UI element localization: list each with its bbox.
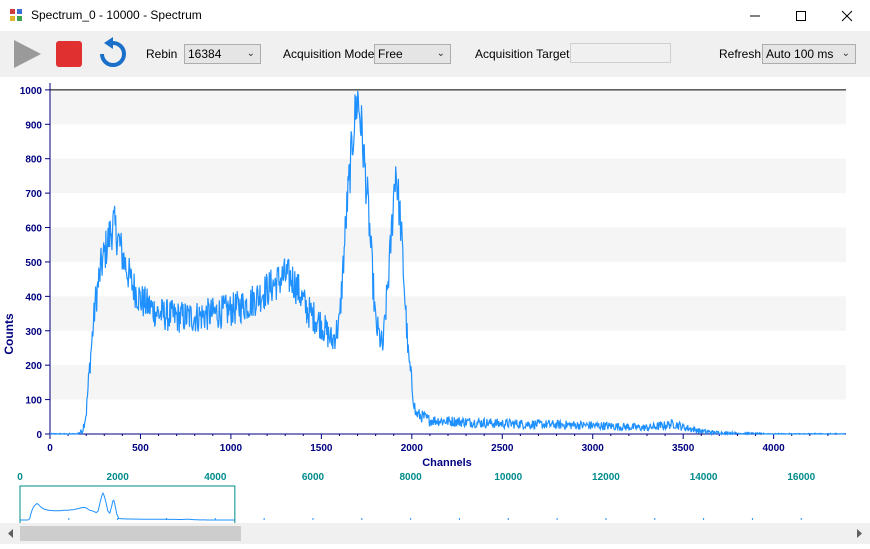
x-tick-label: 1500	[310, 443, 333, 454]
y-tick-label: 600	[25, 224, 42, 235]
overview-plot[interactable]: 0 2000 4000 6000 8000 10000 12000 14000 16000	[0, 468, 870, 537]
scroll-left-icon[interactable]	[8, 529, 13, 538]
grid-band	[50, 158, 846, 194]
spectrum-chart[interactable]: 0 100 200 300 400 500 600 700 800 900 1000 0 500 100…	[0, 77, 870, 469]
maximize-button[interactable]	[778, 0, 824, 31]
grid-band	[50, 365, 846, 400]
rebin-select[interactable]: 16384 ⌄	[184, 44, 261, 64]
chevron-down-icon: ⌄	[246, 48, 255, 59]
reset-icon[interactable]	[97, 37, 129, 71]
overview-viewport[interactable]	[19, 485, 236, 537]
rebin-value: 16384	[188, 47, 222, 61]
x-tick-label: 4000	[763, 443, 786, 454]
scroll-right-icon[interactable]	[857, 529, 862, 538]
overview-tick-label: 8000	[400, 472, 423, 483]
acquisition-mode-label: Acquisition Mode	[283, 47, 375, 61]
acquisition-target-label: Acquisition Target	[475, 47, 570, 61]
y-tick-label: 0	[36, 430, 42, 441]
y-tick-label: 400	[25, 292, 42, 303]
x-axis-label: Channels	[422, 457, 472, 468]
close-button[interactable]	[824, 0, 870, 31]
overview-tick-label: 0	[17, 472, 23, 483]
play-icon[interactable]	[11, 38, 43, 70]
app-icon	[10, 9, 22, 21]
overview-tick-label: 6000	[302, 472, 325, 483]
x-tick-label: 3000	[582, 443, 605, 454]
overview-tick-label: 2000	[107, 472, 130, 483]
chevron-down-icon: ⌄	[436, 48, 445, 59]
x-tick-label: 2500	[491, 443, 514, 454]
refresh-value: Auto 100 ms	[766, 47, 834, 61]
grid-band	[50, 89, 846, 125]
maximize-icon	[796, 10, 806, 21]
overview-strip[interactable]: 0 2000 4000 6000 8000 10000 12000 14000 16000	[0, 468, 870, 537]
y-tick-label: 500	[25, 258, 42, 269]
minimize-icon	[750, 15, 760, 16]
scroll-thumb[interactable]	[20, 526, 241, 541]
grid-band	[50, 227, 846, 262]
x-tick-label: 0	[47, 443, 53, 454]
toolbar: Rebin 16384 ⌄ Acquisition Mode Free ⌄ Ac…	[0, 31, 870, 77]
acquisition-mode-select[interactable]: Free ⌄	[374, 44, 451, 64]
spectrum-trace	[49, 90, 846, 437]
y-tick-label: 700	[25, 189, 42, 200]
overview-tick-label: 10000	[494, 472, 522, 483]
overview-tick-label: 16000	[787, 472, 815, 483]
y-tick-label: 300	[25, 327, 42, 338]
acquisition-mode-value: Free	[378, 47, 403, 61]
refresh-select[interactable]: Auto 100 ms ⌄	[762, 44, 856, 64]
refresh-label: Refresh	[719, 47, 762, 61]
chevron-down-icon: ⌄	[841, 48, 850, 59]
close-icon	[841, 10, 853, 21]
window-title: Spectrum_0 - 10000 - Spectrum	[31, 8, 202, 22]
minimize-button[interactable]	[732, 0, 778, 31]
spectrum-plot[interactable]: 0 100 200 300 400 500 600 700 800 900 1000 0 500 100…	[0, 77, 870, 469]
rebin-label: Rebin	[146, 47, 178, 61]
overview-tick-label: 4000	[204, 472, 227, 483]
y-axis-label: Counts	[2, 313, 16, 355]
overview-tick-label: 14000	[690, 472, 718, 483]
y-tick-label: 100	[25, 396, 42, 407]
x-tick-label: 500	[132, 443, 149, 454]
title-bar: Spectrum_0 - 10000 - Spectrum	[0, 0, 870, 31]
x-tick-label: 3500	[672, 443, 695, 454]
y-tick-label: 1000	[20, 86, 43, 97]
acquisition-target-input[interactable]	[570, 43, 671, 63]
x-tick-label: 1000	[220, 443, 243, 454]
y-tick-label: 900	[25, 120, 42, 131]
overview-tick-label: 12000	[592, 472, 620, 483]
y-tick-label: 800	[25, 155, 42, 166]
stop-icon[interactable]	[55, 40, 83, 68]
horizontal-scrollbar[interactable]	[0, 523, 870, 544]
x-tick-label: 2000	[401, 443, 424, 454]
y-tick-label: 200	[25, 361, 42, 372]
overview-trace	[20, 491, 235, 521]
